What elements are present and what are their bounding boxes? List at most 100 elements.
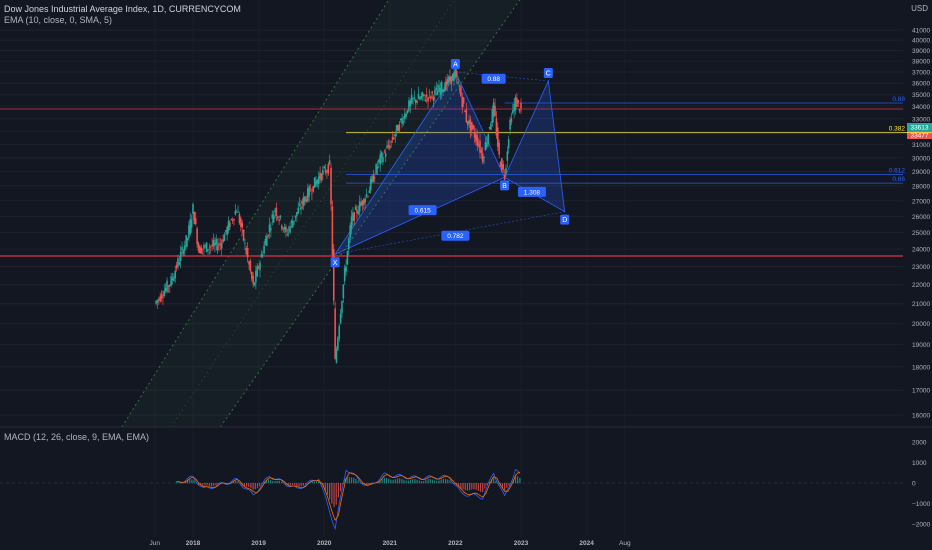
macd-histogram-bar bbox=[254, 483, 256, 490]
candle-body bbox=[234, 210, 237, 215]
candle-body bbox=[460, 86, 462, 97]
macd-histogram-bar bbox=[442, 478, 444, 484]
candle-body bbox=[386, 145, 388, 149]
candle-body bbox=[399, 118, 402, 121]
candle-body bbox=[427, 97, 429, 102]
macd-histogram-bar bbox=[344, 478, 346, 484]
candle-body bbox=[378, 159, 380, 163]
macd-histogram-bar bbox=[392, 479, 394, 484]
macd-signal-line bbox=[176, 471, 521, 522]
candle-body bbox=[462, 97, 465, 104]
price-badge bbox=[907, 123, 932, 131]
pattern-point-label: D bbox=[562, 217, 567, 224]
candle-body bbox=[466, 120, 469, 126]
candle-body bbox=[263, 245, 265, 254]
macd-histogram-bar bbox=[420, 481, 423, 484]
candle-body bbox=[203, 244, 205, 249]
candle-body bbox=[419, 97, 421, 100]
candle-body bbox=[231, 220, 234, 222]
macd-histogram-bar bbox=[484, 483, 486, 489]
ema-indicator-label[interactable]: EMA (10, close, 0, SMA, 5) bbox=[4, 15, 113, 25]
candle-body bbox=[506, 151, 509, 161]
macd-histogram-bar bbox=[423, 480, 425, 484]
candle-body bbox=[271, 214, 274, 219]
macd-indicator-label[interactable]: MACD (12, 26, close, 9, EMA, EMA) bbox=[4, 432, 150, 442]
x-tick-label: Jun bbox=[149, 540, 160, 547]
macd-histogram-bar bbox=[416, 479, 418, 484]
pattern-ratio-box bbox=[481, 73, 506, 84]
y-tick-label: 37000 bbox=[912, 70, 930, 77]
candle-body bbox=[461, 96, 464, 108]
candle-body bbox=[361, 200, 364, 206]
candle-body bbox=[434, 89, 436, 95]
candle-body bbox=[435, 87, 438, 91]
candle-body bbox=[363, 199, 365, 205]
candle-body bbox=[391, 137, 394, 140]
candle-body bbox=[357, 211, 360, 215]
candle-body bbox=[255, 270, 257, 283]
candle-body bbox=[481, 153, 484, 163]
candle-body bbox=[293, 220, 295, 222]
y-tick-label: 25000 bbox=[912, 230, 930, 237]
candle-body bbox=[449, 76, 451, 81]
candle-body bbox=[491, 109, 494, 123]
y-tick-label: 29000 bbox=[912, 169, 930, 176]
macd-histogram-bar bbox=[178, 482, 180, 484]
candle-body bbox=[252, 276, 254, 284]
macd-histogram-bar bbox=[429, 479, 431, 484]
macd-histogram-bar bbox=[436, 480, 438, 484]
candle-body bbox=[423, 94, 425, 97]
candle-body bbox=[330, 167, 332, 205]
candle-body bbox=[465, 109, 468, 122]
y-tick-label: 33000 bbox=[912, 116, 930, 123]
macd-histogram-bar bbox=[462, 483, 464, 490]
macd-histogram-bar bbox=[385, 477, 388, 484]
candle-body bbox=[313, 177, 316, 188]
candle-body bbox=[367, 196, 369, 198]
x-tick-label: 2022 bbox=[448, 540, 463, 547]
candle-body bbox=[253, 282, 256, 286]
y-tick-label: 19000 bbox=[912, 342, 930, 349]
macd-histogram-bar bbox=[440, 479, 442, 484]
candle-body bbox=[281, 225, 283, 229]
candle-body bbox=[204, 245, 207, 247]
macd-histogram-bar bbox=[409, 479, 412, 484]
candle-body bbox=[454, 69, 457, 78]
macd-histogram-bar bbox=[418, 480, 420, 484]
candle-body bbox=[300, 206, 302, 210]
candle-body bbox=[311, 193, 313, 195]
candle-body bbox=[368, 190, 371, 193]
macd-histogram-bar bbox=[355, 478, 357, 484]
macd-histogram-bar bbox=[208, 483, 210, 486]
macd-histogram-bar bbox=[326, 483, 329, 495]
macd-histogram-bar bbox=[245, 483, 248, 487]
macd-histogram-bar bbox=[232, 481, 235, 484]
candle-body bbox=[428, 91, 431, 93]
candle-body bbox=[308, 186, 310, 197]
pattern-point-label: C bbox=[546, 70, 551, 77]
candle-body bbox=[256, 266, 259, 277]
macd-histogram-bar bbox=[401, 478, 403, 484]
candle-body bbox=[249, 260, 252, 272]
candle-body bbox=[276, 216, 279, 218]
level-label: 0.612 bbox=[889, 168, 906, 175]
candle-body bbox=[342, 284, 345, 299]
candle-body bbox=[402, 121, 405, 123]
candle-body bbox=[510, 118, 513, 123]
candle-body bbox=[261, 254, 264, 256]
x-tick-label: 2023 bbox=[514, 540, 529, 547]
candle-body bbox=[332, 249, 335, 301]
candle-body bbox=[241, 222, 243, 228]
x-tick-label: 2024 bbox=[579, 540, 594, 547]
candle-body bbox=[503, 175, 506, 180]
channel-mid-line bbox=[170, 0, 455, 428]
macd-histogram-bar bbox=[193, 480, 195, 484]
candle-body bbox=[189, 219, 192, 234]
macd-histogram-bar bbox=[482, 483, 484, 493]
candle-body bbox=[498, 142, 500, 155]
candle-body bbox=[283, 226, 286, 230]
candle-body bbox=[156, 299, 159, 303]
macd-pane[interactable] bbox=[0, 426, 932, 531]
